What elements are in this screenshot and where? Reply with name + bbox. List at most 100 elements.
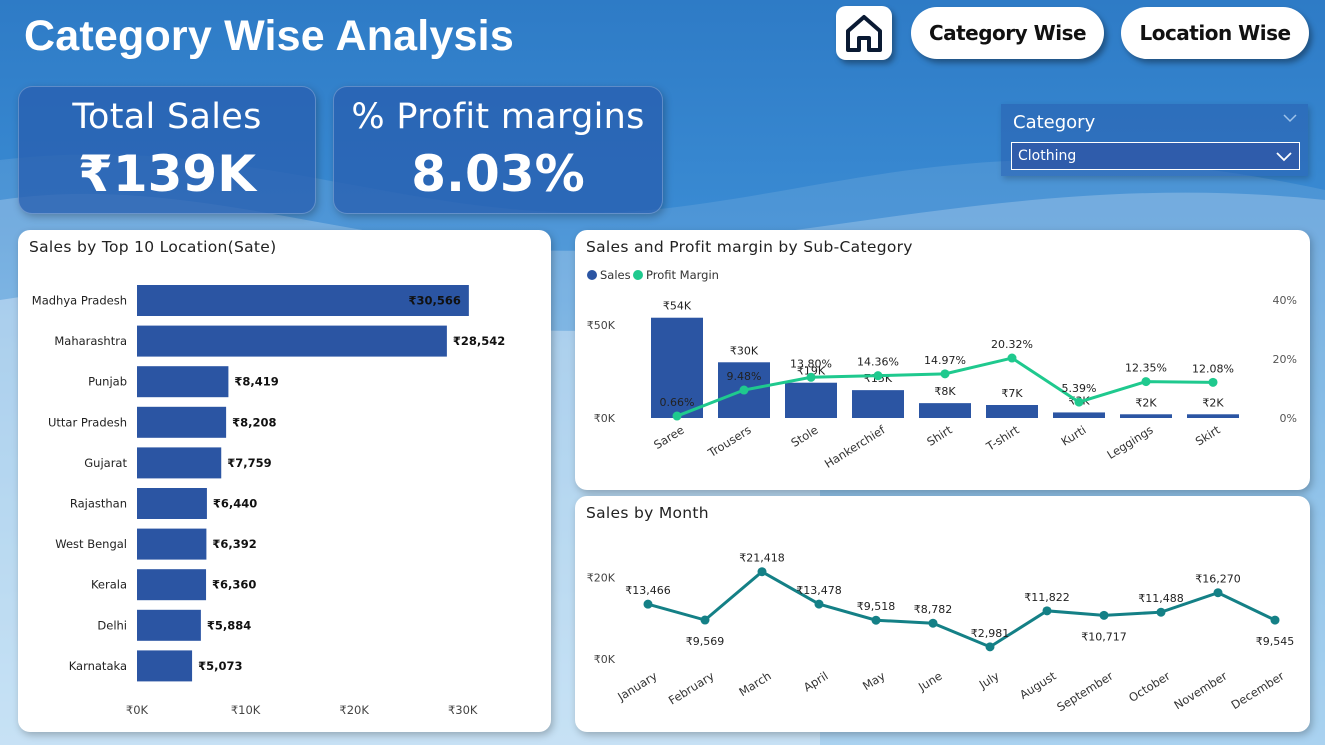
- location-wise-button[interactable]: Location Wise: [1121, 7, 1309, 59]
- category-wise-button[interactable]: Category Wise: [911, 7, 1104, 59]
- profit-margin-point: [1007, 353, 1017, 363]
- monthly-sales-label: ₹13,466: [625, 584, 671, 597]
- monthly-sales-point: [700, 615, 710, 625]
- category-tick-label: Saree: [651, 423, 686, 452]
- location-label: Delhi: [97, 618, 127, 632]
- location-bar: [137, 650, 193, 682]
- location-label: Punjab: [88, 375, 127, 389]
- monthly-sales-line: [647, 569, 1276, 649]
- profit-margin-point: [1074, 397, 1084, 407]
- location-label: Kerala: [91, 578, 127, 592]
- profit-margin-point: [806, 372, 816, 382]
- month-chart-card: Sales by Month ₹0K ₹20K ₹13,466 January ₹9,5…: [575, 496, 1310, 732]
- month-tick-label: July: [976, 669, 1002, 692]
- y-right-tick-label: 20%: [1273, 353, 1297, 366]
- location-value-label: ₹30,566: [408, 294, 460, 308]
- location-value-label: ₹8,419: [234, 375, 278, 389]
- sales-value-label: ₹54K: [663, 300, 692, 313]
- month-tick-label: June: [915, 669, 945, 695]
- location-bar: [137, 285, 469, 316]
- monthly-sales-point: [1042, 606, 1052, 616]
- profit-margin-point: [672, 411, 682, 421]
- category-dropdown[interactable]: Clothing: [1011, 142, 1300, 170]
- profit-margin-label: % Profit margins: [351, 97, 645, 137]
- sales-bar: [651, 317, 703, 418]
- profit-margin-label: 12.08%: [1192, 362, 1234, 375]
- x-tick-label: ₹10K: [231, 703, 261, 717]
- location-label: Karnataka: [69, 659, 127, 673]
- category-tick-label: Stole: [788, 423, 820, 450]
- profit-margin-label: 14.97%: [924, 354, 966, 367]
- category-tick-label: Hankerchief: [822, 422, 888, 471]
- slicer-title: Category: [1013, 112, 1096, 133]
- monthly-sales-point: [928, 618, 938, 628]
- monthly-sales-label: ₹11,822: [1024, 591, 1070, 604]
- monthly-sales-label: ₹9,569: [686, 635, 725, 648]
- month-tick-label: September: [1054, 669, 1116, 715]
- monthly-sales-point: [1213, 588, 1223, 598]
- month-tick-label: February: [666, 669, 717, 708]
- monthly-sales-label: ₹10,717: [1081, 630, 1127, 643]
- location-bar: [137, 528, 207, 560]
- y-right-tick-label: 40%: [1273, 294, 1297, 307]
- sales-bar: [1053, 412, 1105, 418]
- monthly-sales-point: [643, 599, 653, 609]
- location-bar: [137, 406, 227, 438]
- location-value-label: ₹8,208: [232, 415, 276, 429]
- category-dropdown-value: Clothing: [1018, 148, 1077, 164]
- profit-margin-label: 20.32%: [991, 338, 1033, 351]
- y-right-tick-label: 0%: [1280, 412, 1297, 425]
- subcategory-combo-chart: Sales Profit Margin ₹0K ₹50K 0% 20% 40% ₹54K Sar…: [587, 268, 1297, 471]
- home-button[interactable]: [836, 6, 892, 60]
- monthly-sales-label: ₹11,488: [1138, 592, 1184, 605]
- legend-profit-label: Profit Margin: [646, 268, 719, 282]
- location-label: West Bengal: [55, 537, 127, 551]
- legend-sales-marker: [587, 270, 597, 280]
- sales-bar: [986, 405, 1038, 418]
- monthly-sales-label: ₹16,270: [1195, 573, 1241, 586]
- category-tick-label: Kurti: [1059, 423, 1089, 449]
- month-tick-label: January: [614, 669, 659, 705]
- collapse-chevron-icon[interactable]: [1282, 112, 1298, 124]
- monthly-sales-point: [757, 567, 767, 577]
- sales-value-label: ₹19K: [797, 365, 826, 378]
- y-left-tick-label: ₹50K: [587, 319, 616, 332]
- profit-margin-label: 12.35%: [1125, 362, 1167, 375]
- category-tick-label: T-shirt: [983, 422, 1022, 454]
- monthly-sales-point: [1270, 615, 1280, 625]
- category-tick-label: Leggings: [1104, 423, 1155, 462]
- location-value-label: ₹7,759: [227, 456, 271, 470]
- location-label: Maharashtra: [54, 334, 127, 348]
- location-value-label: ₹6,392: [212, 537, 256, 551]
- month-tick-label: November: [1171, 669, 1229, 713]
- month-tick-label: April: [801, 669, 831, 695]
- subcategory-chart-title: Sales and Profit margin by Sub-Category: [586, 238, 913, 256]
- month-tick-label: March: [736, 669, 773, 699]
- subcategory-chart-card: Sales and Profit margin by Sub-Category …: [575, 230, 1310, 490]
- location-value-label: ₹5,073: [198, 659, 242, 673]
- month-tick-label: May: [860, 669, 888, 694]
- legend-profit-marker: [633, 270, 643, 280]
- sales-value-label: ₹30K: [730, 344, 759, 357]
- sales-bar: [919, 403, 971, 418]
- category-tick-label: Trousers: [705, 423, 754, 461]
- legend-sales-label: Sales: [600, 268, 631, 282]
- profit-margin-point: [940, 369, 950, 379]
- sales-value-label: ₹7K: [1001, 387, 1023, 400]
- month-tick-label: October: [1126, 669, 1173, 705]
- monthly-sales-label: ₹2,981: [971, 627, 1010, 640]
- profit-margin-label: 5.39%: [1062, 382, 1097, 395]
- monthly-sales-label: ₹9,518: [857, 600, 896, 613]
- location-label: Madhya Pradesh: [32, 294, 127, 308]
- total-sales-value: ₹139K: [78, 145, 256, 203]
- location-label: Gujarat: [84, 456, 127, 470]
- x-tick-label: ₹30K: [448, 703, 478, 717]
- x-tick-label: ₹20K: [339, 703, 369, 717]
- sales-bar: [852, 390, 904, 418]
- sales-value-label: ₹8K: [934, 385, 956, 398]
- location-bar-chart: Madhya Pradesh ₹30,566 Maharashtra ₹28,542 P…: [32, 285, 505, 717]
- profit-margin-point: [1208, 377, 1218, 387]
- location-chart-title: Sales by Top 10 Location(Sate): [29, 238, 277, 256]
- total-sales-card: Total Sales ₹139K: [18, 86, 316, 214]
- month-tick-label: August: [1017, 668, 1059, 701]
